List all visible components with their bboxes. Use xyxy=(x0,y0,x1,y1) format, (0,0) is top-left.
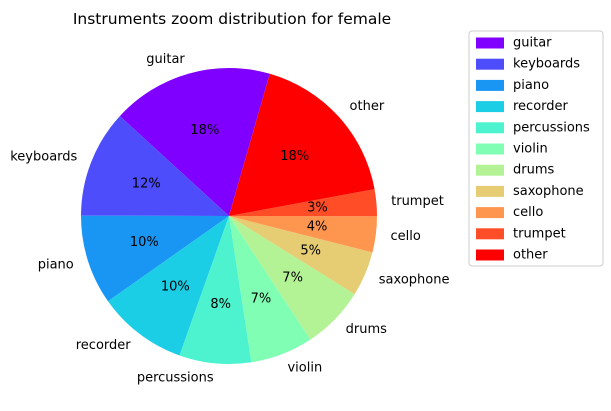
pie-slice-cello xyxy=(229,216,377,253)
percent-label-other: 18% xyxy=(280,149,309,164)
pie-slice-saxophone xyxy=(229,216,373,295)
legend-swatch-saxophone xyxy=(476,185,504,197)
legend-label-trumpet: trumpet xyxy=(513,226,566,241)
legend-label-percussions: percussions xyxy=(513,120,590,135)
slice-label-guitar: guitar xyxy=(146,52,185,67)
percent-label-drums: 7% xyxy=(282,270,303,285)
pie-slice-keyboards xyxy=(81,116,230,216)
slice-label-drums: drums xyxy=(346,322,387,337)
legend-swatch-percussions xyxy=(476,122,504,134)
slice-label-percussions: percussions xyxy=(137,371,214,386)
legend-label-recorder: recorder xyxy=(513,99,569,114)
percent-label-keyboards: 12% xyxy=(132,176,161,191)
pie-slice-violin xyxy=(229,216,311,363)
slice-label-other: other xyxy=(350,99,385,114)
pie-slice-recorder xyxy=(108,216,229,356)
chart-title: Instruments zoom distribution for female xyxy=(73,10,391,28)
pie-slice-trumpet xyxy=(229,189,377,217)
percent-label-trumpet: 3% xyxy=(307,200,328,215)
pie-slice-other xyxy=(229,73,375,216)
legend-label-violin: violin xyxy=(513,142,548,157)
legend-label-keyboards: keyboards xyxy=(513,57,580,72)
legend-swatch-recorder xyxy=(476,101,504,113)
percent-labels: 18% 12% 10% 10% 8% 7% 7% 5% 4% 3% 18% xyxy=(130,123,328,312)
percent-label-piano: 10% xyxy=(130,235,159,250)
slice-label-violin: violin xyxy=(287,360,322,375)
legend-swatch-trumpet xyxy=(476,228,504,240)
slice-labels: guitar keyboards piano recorder percussions v… xyxy=(10,52,449,386)
percent-label-cello: 4% xyxy=(307,220,328,235)
pie-slice-piano xyxy=(81,215,229,302)
percent-label-percussions: 8% xyxy=(210,297,231,312)
legend-swatch-cello xyxy=(476,207,504,219)
pie-slice-percussions xyxy=(179,216,252,365)
legend-label-guitar: guitar xyxy=(513,36,552,51)
percent-label-recorder: 10% xyxy=(161,279,190,294)
slice-label-cello: cello xyxy=(391,229,421,244)
legend-swatch-drums xyxy=(476,164,504,176)
legend-swatch-keyboards xyxy=(476,58,504,70)
legend-label-cello: cello xyxy=(513,205,543,220)
legend-swatch-piano xyxy=(476,79,504,91)
slice-label-keyboards: keyboards xyxy=(10,149,77,164)
legend-swatch-guitar xyxy=(476,37,504,49)
slice-label-saxophone: saxophone xyxy=(379,272,450,287)
pie-slice-drums xyxy=(229,216,355,340)
legend-label-other: other xyxy=(513,248,548,263)
legend-label-saxophone: saxophone xyxy=(513,184,584,199)
pie-slices xyxy=(81,67,377,365)
slice-label-trumpet: trumpet xyxy=(391,194,444,209)
legend-swatch-other xyxy=(476,249,504,261)
slice-label-recorder: recorder xyxy=(76,338,132,353)
pie-slice-guitar xyxy=(119,67,270,216)
percent-label-guitar: 18% xyxy=(190,123,219,138)
legend-swatch-violin xyxy=(476,143,504,155)
slice-label-piano: piano xyxy=(38,258,74,273)
percent-label-violin: 7% xyxy=(251,291,272,306)
percent-label-saxophone: 5% xyxy=(300,243,321,258)
legend: guitar keyboards piano recorder percussions v… xyxy=(468,30,604,267)
legend-label-piano: piano xyxy=(513,78,549,93)
legend-label-drums: drums xyxy=(513,163,554,178)
